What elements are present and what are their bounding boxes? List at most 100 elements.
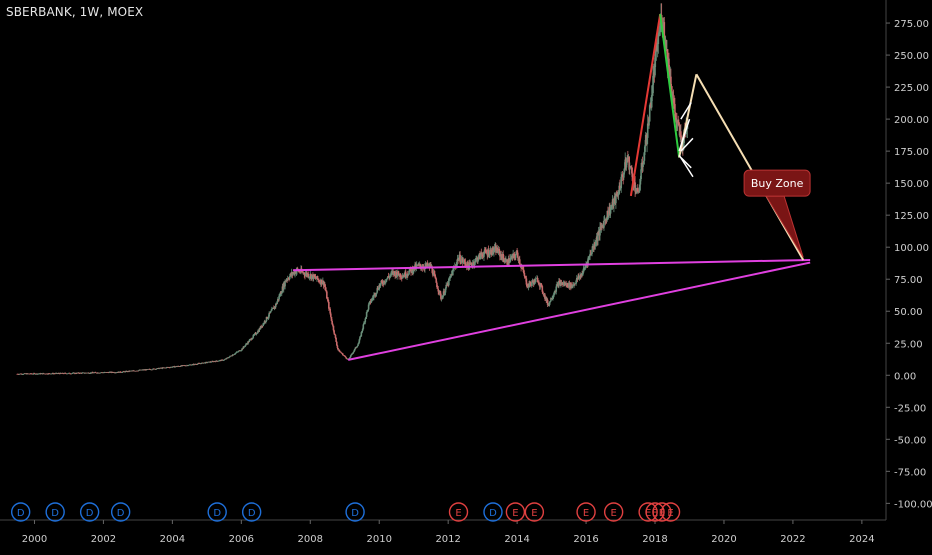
candle-body <box>365 316 367 319</box>
candle-body <box>623 168 626 173</box>
candle-body <box>336 345 339 349</box>
candle-body <box>457 257 460 261</box>
candle-body <box>436 286 439 289</box>
candle-body <box>480 252 483 255</box>
candle-body <box>670 76 672 90</box>
x-tick-label: 2008 <box>298 534 323 545</box>
candle-body <box>473 262 476 265</box>
candle-body <box>609 207 612 214</box>
candle-body <box>333 330 335 334</box>
candle-body <box>23 373 25 375</box>
candle-body <box>246 343 249 345</box>
candle-body <box>375 294 377 296</box>
candle-body <box>419 264 422 267</box>
candle-body <box>534 278 537 283</box>
candle-body <box>555 286 558 292</box>
candle-body <box>95 372 98 374</box>
candle-body <box>357 344 359 346</box>
candle-body <box>263 323 265 325</box>
candle-body <box>253 334 255 336</box>
candle-body <box>525 278 528 285</box>
candle-body <box>265 321 267 322</box>
y-tick-label: 50.00 <box>894 307 923 318</box>
candle-body <box>677 120 680 124</box>
candle-body <box>137 370 140 371</box>
candle-body <box>437 288 440 292</box>
dividend-label: D <box>351 508 359 519</box>
candle-body <box>640 169 642 180</box>
candle-body <box>452 269 454 276</box>
candle-body <box>623 172 625 178</box>
candle-body <box>332 325 335 331</box>
candle-body <box>261 325 264 327</box>
earnings-marker <box>660 502 681 522</box>
x-tick-label: 2010 <box>366 534 391 545</box>
candle-body <box>502 253 504 259</box>
y-tick-label: -75.00 <box>894 467 926 478</box>
candle-body <box>255 333 258 335</box>
candle-body <box>108 372 111 373</box>
candle-body <box>258 328 261 332</box>
candle-body <box>350 354 353 356</box>
candle-body <box>32 374 34 375</box>
candle-body <box>83 372 85 374</box>
candle-body <box>637 191 640 192</box>
candle-body <box>377 289 380 291</box>
candle-body <box>522 269 524 270</box>
candle-body <box>92 372 94 373</box>
candle-body <box>179 366 182 367</box>
candle-body <box>415 264 418 269</box>
candle-body <box>245 343 247 346</box>
candle-body <box>280 292 283 294</box>
candle-body <box>631 173 634 181</box>
candle-body <box>477 259 479 262</box>
candle-body <box>93 372 95 374</box>
candle-body <box>668 58 670 73</box>
candle-body <box>334 333 336 335</box>
candle-body <box>396 275 398 277</box>
candle-body <box>287 278 290 279</box>
candle-body <box>538 283 540 284</box>
candle-body <box>385 279 388 282</box>
candle-body <box>498 248 501 252</box>
candle-body <box>663 22 666 39</box>
candle-body <box>275 303 278 305</box>
candle-body <box>642 163 644 167</box>
candle-body <box>241 348 243 351</box>
candle-body <box>530 282 533 285</box>
y-tick-label: -25.00 <box>894 403 926 414</box>
candle-body <box>554 291 556 294</box>
candle-body <box>377 288 379 290</box>
candle-body <box>404 271 407 277</box>
candle-body <box>657 33 660 45</box>
candle-body <box>619 188 622 190</box>
candle-body <box>366 310 369 313</box>
candle-body <box>338 349 341 352</box>
candle-body <box>546 299 549 305</box>
candle-body <box>269 311 272 313</box>
candle-body <box>251 337 254 339</box>
candle-body <box>452 268 455 270</box>
candle-body <box>155 368 158 370</box>
candle-body <box>44 373 47 375</box>
candle-body <box>483 249 486 254</box>
candle-body <box>573 283 575 286</box>
candle-body <box>505 259 507 262</box>
candle-body <box>314 276 317 279</box>
candle-body <box>474 258 477 263</box>
candle-body <box>117 372 119 373</box>
candle-body <box>249 339 251 341</box>
candle-body <box>426 263 429 267</box>
candle-body <box>367 304 370 310</box>
candle-body <box>241 348 244 350</box>
candle-body <box>210 361 212 363</box>
candle-body <box>206 362 208 363</box>
candle-body <box>477 255 480 260</box>
candle-body <box>654 57 656 76</box>
candle-body <box>631 167 633 174</box>
candle-body <box>558 280 560 287</box>
candle-body <box>371 297 374 299</box>
candle-body <box>552 297 554 299</box>
